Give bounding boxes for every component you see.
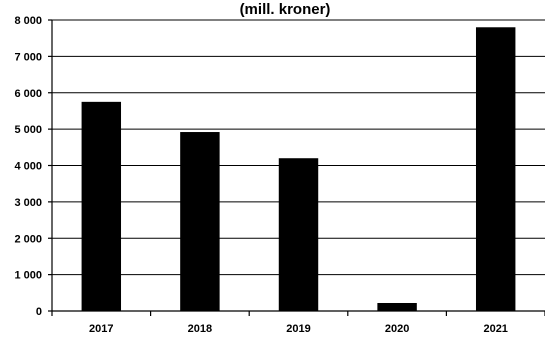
- bar: [81, 101, 122, 311]
- bar: [475, 27, 516, 312]
- y-tick-label: 0: [36, 306, 42, 318]
- y-tick-label: 3 000: [14, 197, 42, 209]
- y-tick-label: 5 000: [14, 124, 42, 136]
- x-axis-tick-labels: 2017 2018 2019 2020 2021: [89, 323, 508, 335]
- y-tick-label: 7 000: [14, 51, 42, 63]
- axes: [48, 19, 545, 316]
- x-tick-label: 2020: [385, 323, 409, 335]
- y-tick-label: 8 000: [14, 15, 42, 27]
- bar: [377, 302, 417, 311]
- x-tick-label: 2017: [89, 323, 113, 335]
- x-tick-label: 2018: [188, 323, 212, 335]
- y-axis-tick-labels: 0 1 000 2 000 3 000 4 000 5 000 6 000 7 000 8 00…: [14, 15, 42, 318]
- y-tick-label: 6 000: [14, 88, 42, 100]
- y-tick-label: 2 000: [14, 233, 42, 245]
- chart-title: (mill. kroner): [240, 1, 331, 18]
- bar: [180, 132, 220, 311]
- y-tick-label: 1 000: [14, 270, 42, 282]
- x-tick-label: 2019: [286, 323, 310, 335]
- bars: [81, 27, 516, 312]
- y-tick-label: 4 000: [14, 161, 42, 173]
- bar: [278, 158, 319, 311]
- x-tick-label: 2021: [483, 323, 507, 335]
